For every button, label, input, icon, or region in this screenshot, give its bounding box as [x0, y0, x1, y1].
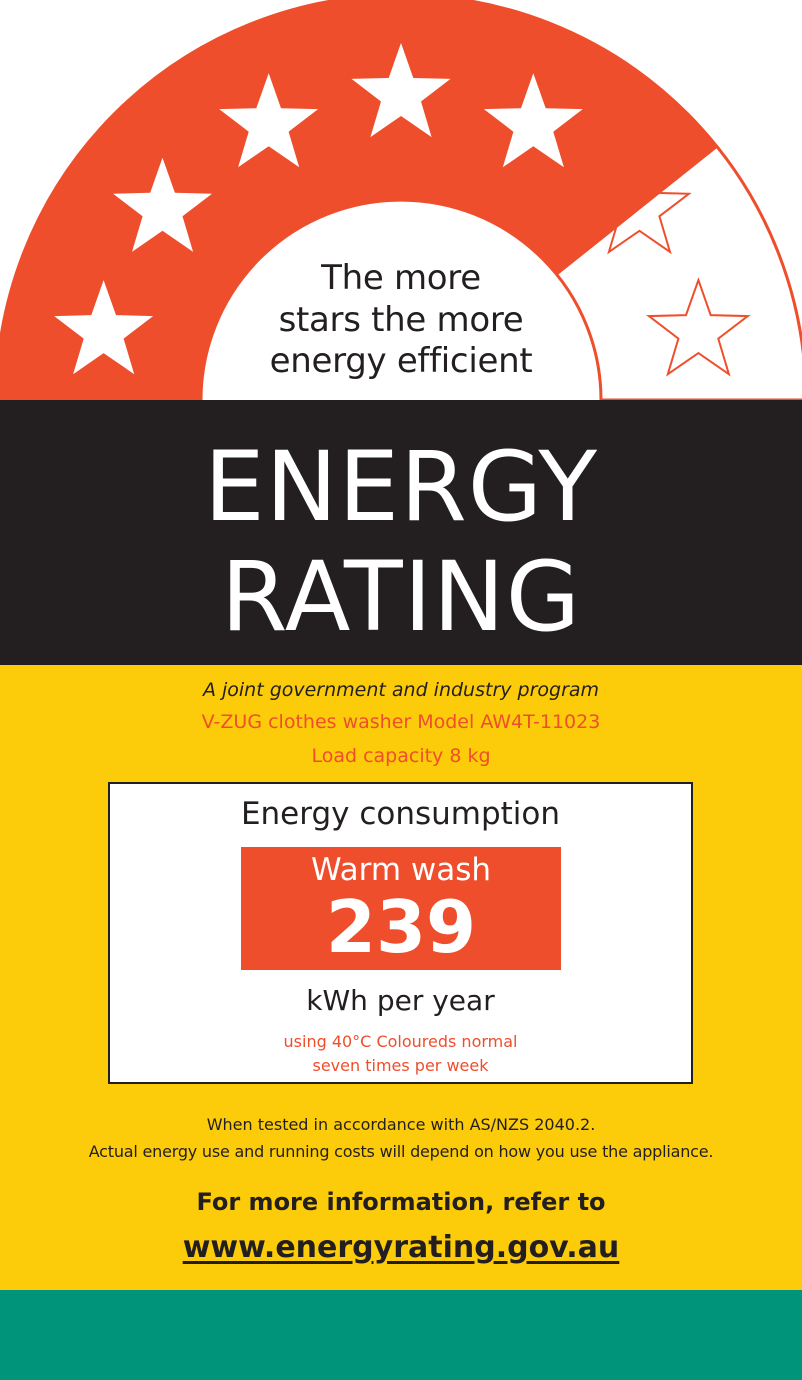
star-icon	[351, 43, 451, 138]
green-footer-band	[0, 1290, 802, 1380]
usage-disclaimer: Actual energy use and running costs will…	[88, 1142, 714, 1161]
star-icon	[587, 154, 692, 255]
star-icon	[219, 73, 319, 168]
star-icon	[113, 157, 212, 252]
title-energy: ENERGY	[203, 431, 599, 543]
star-icon	[54, 280, 154, 375]
tagline-line-2: stars the more	[278, 300, 524, 340]
tagline-line-1: The more	[321, 258, 481, 298]
star-icon	[646, 277, 751, 377]
condition-line-2: seven times per week	[312, 1056, 489, 1075]
tagline-line-3: energy efficient	[269, 341, 533, 381]
star-icon	[483, 73, 583, 168]
consumption-value: 239	[325, 885, 477, 969]
consumption-units: kWh per year	[306, 984, 495, 1017]
title-rating: RATING	[220, 541, 582, 653]
warm-wash-panel: Warm wash 239	[241, 847, 561, 970]
star-arc-graphic	[0, 0, 802, 400]
energy-consumption-box: Energy consumption Warm wash 239 kWh per…	[108, 782, 693, 1084]
title-band: ENERGY RATING	[0, 400, 802, 665]
condition-line-1: using 40°C Coloureds normal	[283, 1032, 518, 1051]
consumption-title: Energy consumption	[240, 796, 561, 832]
details-band: A joint government and industry program …	[0, 665, 802, 1290]
more-info-text: For more information, refer to	[196, 1188, 606, 1216]
load-capacity: Load capacity 8 kg	[311, 745, 491, 767]
star-rating-arc: The more stars the more energy efficient	[0, 0, 802, 400]
product-model: V-ZUG clothes washer Model AW4T-11023	[201, 711, 601, 733]
wash-label: Warm wash	[310, 852, 492, 888]
program-text: A joint government and industry program	[202, 679, 600, 701]
testing-standard: When tested in accordance with AS/NZS 20…	[206, 1115, 596, 1134]
website-link[interactable]: www.energyrating.gov.au	[182, 1230, 620, 1265]
